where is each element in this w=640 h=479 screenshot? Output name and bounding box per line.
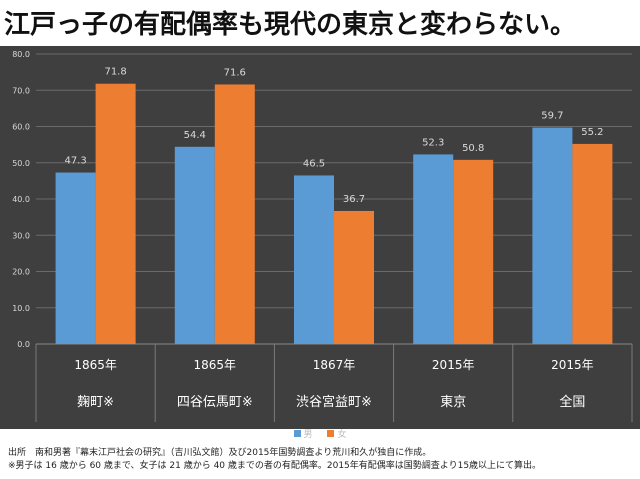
data-label: 50.8 (462, 143, 484, 154)
x-category-year: 1865年 (74, 358, 117, 372)
footer (0, 429, 640, 479)
data-label: 36.7 (343, 194, 365, 205)
bar-female (95, 83, 136, 344)
data-label: 71.6 (224, 67, 246, 78)
x-category-year: 1867年 (313, 358, 356, 372)
y-tick-label: 30.0 (12, 231, 30, 240)
bar-female (214, 84, 255, 344)
legend-item-female: 女 (327, 427, 346, 440)
bar-male (55, 172, 96, 344)
x-category-year: 2015年 (551, 358, 594, 372)
bar-male (532, 127, 573, 345)
x-category-place: 四谷伝馬町※ (177, 395, 253, 410)
x-category-place: 麹町※ (77, 394, 114, 410)
legend-item-male: 男 (293, 427, 313, 440)
bar-female (334, 210, 374, 344)
y-tick-label: 80.0 (12, 50, 30, 59)
bar-male (174, 146, 215, 344)
bar-male (294, 175, 334, 344)
x-category-place: 東京 (440, 394, 466, 410)
chart-area: 0.0 10.0 20.0 30.0 40.0 50.0 60.0 70.0 80.0 47.3 7… (0, 46, 640, 429)
y-tick-label: 40.0 (12, 195, 30, 204)
y-tick-label: 0.0 (17, 340, 30, 349)
legend-swatch-female (327, 430, 335, 437)
legend-swatch-male (293, 430, 301, 437)
bar-male (413, 154, 454, 344)
y-tick-label: 10.0 (12, 304, 30, 313)
x-category-place: 渋谷宮益町※ (296, 394, 372, 410)
y-tick-label: 50.0 (12, 159, 30, 168)
data-label: 55.2 (581, 127, 603, 138)
legend-label-female: 女 (337, 430, 347, 440)
y-tick-label: 60.0 (12, 123, 30, 132)
legend-label-male: 男 (303, 430, 313, 440)
bar-chart: 0.0 10.0 20.0 30.0 40.0 50.0 60.0 70.0 80.0 47.3 7… (12, 50, 633, 422)
bar-female (453, 159, 494, 344)
bar-female (572, 143, 613, 344)
x-category-year: 1865年 (194, 358, 237, 372)
data-label: 52.3 (422, 137, 444, 148)
data-label: 59.7 (541, 111, 563, 122)
x-category-year: 2015年 (432, 358, 475, 372)
x-category-place: 全国 (559, 394, 585, 410)
y-tick-label: 70.0 (12, 86, 30, 95)
source-note: 出所 南和男著『幕末江戸社会の研究』（吉川弘文館）及び2015年国勢調査より荒川… (8, 448, 432, 458)
data-label: 46.5 (303, 158, 325, 169)
data-label: 47.3 (64, 156, 86, 167)
data-label: 71.8 (104, 67, 126, 78)
page-title: 江戸っ子の有配偶率も現代の東京と変わらない。 (4, 10, 577, 40)
data-label: 54.4 (184, 130, 206, 141)
y-tick-label: 20.0 (12, 268, 30, 277)
footnote: ※男子は 16 歳から 60 歳まで、女子は 21 歳から 40 歳までの者の有… (8, 461, 542, 471)
legend: 男 女 (0, 427, 640, 440)
